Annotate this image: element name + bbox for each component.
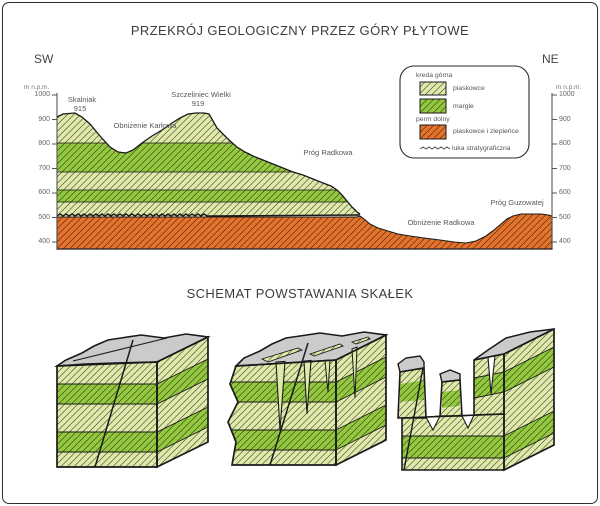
tick-left-500: 500 — [38, 214, 50, 221]
tick-left-900: 900 — [38, 116, 50, 123]
fault-line — [269, 342, 309, 466]
fault-line — [94, 339, 134, 468]
schema-title: SCHEMAT POWSTAWANIA SKAŁEK — [186, 286, 414, 301]
widened-joint — [260, 347, 304, 363]
legend-swatch-sandstone — [419, 81, 447, 96]
peak-skalniak-label: Skalniak — [67, 95, 97, 104]
legend-label-gap: luka stratygraficzna — [452, 145, 511, 152]
legend-label-sandstone: piaskowce — [453, 85, 485, 92]
tick-right-1000: 1000 — [559, 91, 575, 98]
tick-left-800: 800 — [38, 140, 50, 147]
tick-right-600: 600 — [559, 189, 571, 196]
crevice — [351, 346, 358, 399]
block-diagram-2 — [227, 331, 389, 467]
elevation-axes — [52, 93, 557, 250]
legend-label-conglomerate: piaskowce i zlepieńce — [453, 128, 519, 135]
peak-skalniak-elevation: 915 — [73, 104, 87, 113]
legend-swatch-marl — [419, 98, 447, 114]
tick-left-700: 700 — [38, 165, 50, 172]
legend-group-permian: perm dolny — [416, 116, 450, 123]
scarp-radkow-label: Próg Radkowa — [303, 148, 353, 157]
legend — [399, 65, 530, 159]
peak-szczeliniec-elevation: 919 — [191, 99, 205, 108]
tick-right-500: 500 — [559, 214, 571, 221]
scarp-guzowata-label: Próg Guzowatej — [490, 198, 544, 207]
legend-label-marl: margle — [453, 103, 474, 110]
legend-swatch-gap — [419, 146, 451, 150]
tick-left-1000: 1000 — [34, 91, 50, 98]
main-title: PRZEKRÓJ GEOLOGICZNY PRZEZ GÓRY PŁYTOWE — [130, 23, 470, 38]
tick-right-800: 800 — [559, 140, 571, 147]
crevice — [303, 359, 312, 415]
tick-left-600: 600 — [38, 189, 50, 196]
peak-szczeliniec-label: Szczeliniec Wielki — [171, 90, 231, 99]
legend-group-cretaceous: kreda górna — [416, 72, 453, 79]
legend-swatch-permian — [419, 124, 447, 140]
valley-radkow-label: Obniżenie Radkowa — [407, 218, 475, 227]
widened-joint — [350, 336, 371, 345]
tick-right-900: 900 — [559, 116, 571, 123]
terrain-outline — [56, 112, 361, 215]
tick-right-700: 700 — [559, 165, 571, 172]
stratigraphic-gap-line — [56, 213, 361, 217]
block-diagram-3 — [397, 327, 555, 472]
joint-line — [72, 337, 168, 362]
crevice — [275, 360, 286, 431]
direction-ne: NE — [542, 52, 559, 66]
tick-right-400: 400 — [559, 238, 571, 245]
valley-karlow-label: Obniżenie Karłowa — [113, 121, 177, 130]
axis-unit-left: m n.p.m. — [24, 84, 50, 91]
fault-line — [403, 367, 424, 471]
axis-unit-right: m n.p.m. — [556, 84, 582, 91]
permian-layer — [56, 213, 553, 250]
direction-sw: SW — [34, 52, 54, 66]
block-diagram-1 — [54, 333, 211, 469]
tick-left-400: 400 — [38, 238, 50, 245]
widened-joint — [308, 343, 345, 357]
